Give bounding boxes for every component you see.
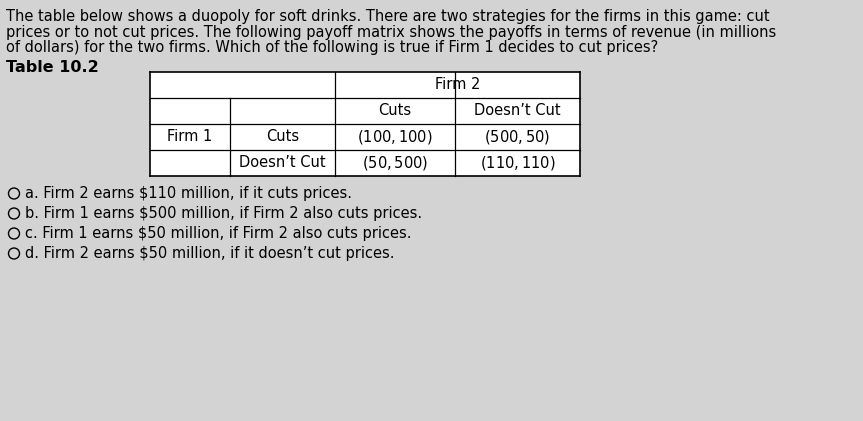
Text: Table 10.2: Table 10.2 — [6, 59, 98, 75]
Text: ($50, $500): ($50, $500) — [362, 154, 428, 171]
Text: Doesn’t Cut: Doesn’t Cut — [239, 155, 326, 170]
Text: Firm 1: Firm 1 — [167, 129, 212, 144]
Bar — [150, 72, 580, 176]
Text: c. Firm 1 earns $50 million, if Firm 2 also cuts prices.: c. Firm 1 earns $50 million, if Firm 2 a… — [24, 226, 411, 241]
Text: b. Firm 1 earns $500 million, if Firm 2 also cuts prices.: b. Firm 1 earns $500 million, if Firm 2 … — [24, 206, 422, 221]
Text: prices or to not cut prices. The following payoff matrix shows the payoffs in te: prices or to not cut prices. The followi… — [6, 24, 776, 40]
Text: Cuts: Cuts — [379, 103, 412, 118]
Text: ($100, $100): ($100, $100) — [357, 128, 432, 146]
Text: Firm 2: Firm 2 — [435, 77, 480, 92]
Text: a. Firm 2 earns $110 million, if it cuts prices.: a. Firm 2 earns $110 million, if it cuts… — [24, 186, 351, 201]
Text: Doesn’t Cut: Doesn’t Cut — [474, 103, 561, 118]
Text: d. Firm 2 earns $50 million, if it doesn’t cut prices.: d. Firm 2 earns $50 million, if it doesn… — [24, 246, 394, 261]
Text: ($500, $50): ($500, $50) — [484, 128, 551, 146]
Text: of dollars) for the two firms. Which of the following is true if Firm 1 decides : of dollars) for the two firms. Which of … — [6, 40, 658, 55]
Text: Cuts: Cuts — [266, 129, 299, 144]
Text: The table below shows a duopoly for soft drinks. There are two strategies for th: The table below shows a duopoly for soft… — [6, 9, 770, 24]
Text: ($110, $110): ($110, $110) — [480, 154, 555, 171]
